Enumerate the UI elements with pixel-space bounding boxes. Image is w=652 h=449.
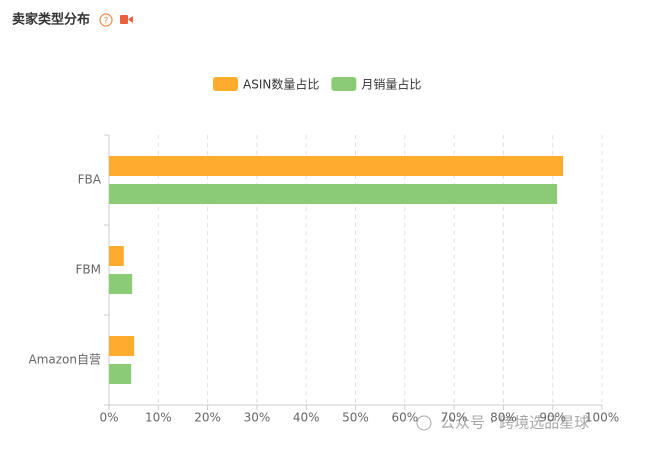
x-tick-label: 70% [441, 411, 468, 425]
x-tick-label: 20% [194, 411, 221, 425]
legend-swatch [331, 77, 357, 91]
y-tick-label: FBA [78, 173, 102, 187]
y-tick-label: FBM [76, 263, 102, 277]
legend-label: ASIN数量占比 [243, 77, 319, 92]
watermark-icon [416, 415, 432, 431]
help-icon-mark: ? [104, 17, 109, 27]
chart-title: 卖家类型分布 [12, 12, 90, 28]
y-tick-label: Amazon自营 [29, 353, 102, 367]
bar [109, 156, 564, 176]
x-tick-label: 0% [99, 411, 118, 425]
bar [109, 246, 124, 266]
x-tick-label: 30% [244, 411, 271, 425]
bar [109, 274, 133, 294]
legend-swatch [213, 77, 238, 91]
video-icon-lens [128, 16, 133, 23]
x-tick-label: 40% [293, 411, 320, 425]
x-tick-label: 100% [585, 411, 619, 425]
bar [109, 364, 132, 384]
x-tick-label: 60% [391, 411, 418, 425]
x-tick-label: 10% [145, 411, 172, 425]
help-icon[interactable] [99, 13, 113, 27]
video-icon[interactable] [120, 15, 128, 24]
x-tick-label: 80% [490, 411, 517, 425]
legend-label: 月销量占比 [361, 77, 421, 92]
x-tick-label: 50% [342, 411, 369, 425]
x-tick-label: 90% [539, 411, 566, 425]
bar [109, 336, 135, 356]
bar [109, 184, 558, 204]
watermark: 公众号 · 跨境选品星球 [440, 414, 589, 432]
